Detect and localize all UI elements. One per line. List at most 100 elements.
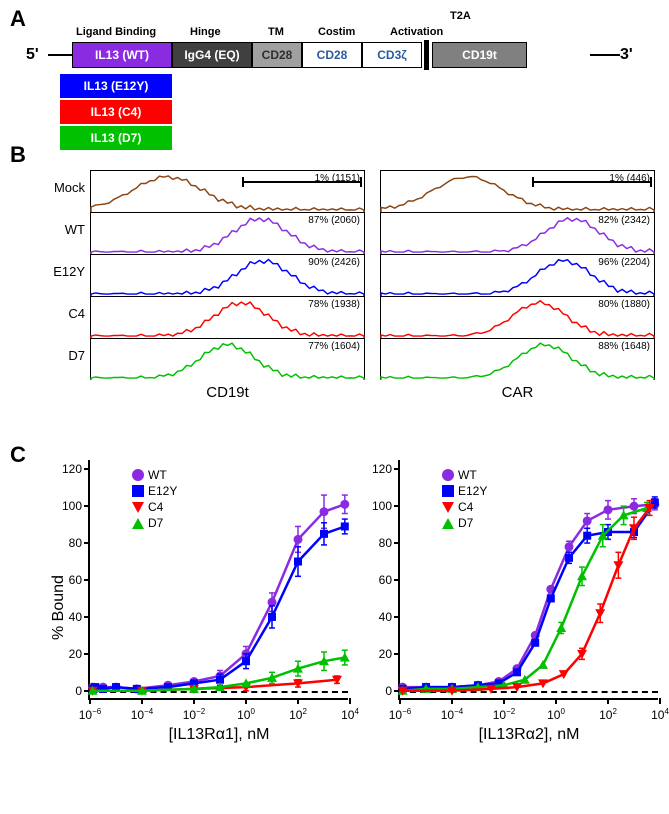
histogram-stat: 1% (1151) [315,173,360,184]
domain-header: Hinge [190,26,221,38]
legend-swatch [442,485,454,497]
panel-c-label: C [10,442,26,468]
x-axis-label: [IL13Rα1], nM [88,726,350,744]
legend-item: C4 [132,500,177,514]
y-tick-label: 40 [368,610,392,624]
construct-box: CD28 [252,42,302,68]
x-tick-label: 10−2 [493,707,515,722]
legend-item: D7 [442,516,487,530]
y-tick-label: 120 [58,462,82,476]
variant-box: IL13 (C4) [60,100,172,124]
panel-a: A Ligand BindingHingeTMCostimActivation … [20,8,660,138]
construct-box: CD19t [432,42,527,68]
histogram-stat: 82% (2342) [598,215,650,226]
y-tick-label: 100 [58,499,82,513]
legend-swatch [132,469,144,481]
histogram-col-title: CAR [380,384,655,401]
t2a-bar [424,40,429,70]
histogram-row: 90% (2426) [90,254,365,296]
legend-label: C4 [458,500,473,514]
legend-swatch [132,518,144,529]
histogram-row: 88% (1648) [380,338,655,380]
histogram-stat: 78% (1938) [308,299,360,310]
histogram-row-label: D7 [35,348,85,363]
histogram-row: 80% (1880) [380,296,655,338]
construct-box: CD3ζ [362,42,422,68]
legend-item: WT [442,468,487,482]
histogram-stat: 87% (2060) [308,215,360,226]
x-tick-label: 104 [341,707,359,722]
connector-right [590,54,620,56]
domain-header: TM [268,26,284,38]
histogram-row-label: Mock [35,180,85,195]
chart-il13ra1: % Bound02040608010012010−610−410−2100102… [60,460,350,760]
panel-c: C % Bound02040608010012010−610−410−21001… [20,450,660,800]
legend-swatch [442,469,454,481]
legend-swatch [132,485,144,497]
histogram-row: 1% (446) [380,170,655,212]
panel-a-label: A [10,6,26,32]
histogram-row: 78% (1938) [90,296,365,338]
x-tick-label: 10−2 [183,707,205,722]
histogram-stat: 90% (2426) [308,257,360,268]
x-tick-label: 10−4 [441,707,463,722]
domain-header: Ligand Binding [76,26,156,38]
legend-item: WT [132,468,177,482]
histogram-col-car: 1% (446) 82% (2342) 96% (2204)80% (1880) 88… [380,170,655,401]
legend-item: E12Y [442,484,487,498]
x-tick-label: 10−6 [79,707,101,722]
legend-item: D7 [132,516,177,530]
histogram-stat: 88% (1648) [598,341,650,352]
y-tick-label: 0 [58,684,82,698]
y-tick-label: 120 [368,462,392,476]
legend-swatch [442,518,454,529]
panel-b: B MockWTE12YC4D7 1% (1151)87% (2060)90% … [20,150,660,430]
x-tick-label: 102 [599,707,617,722]
construct-box: IgG4 (EQ) [172,42,252,68]
plot-area: 02040608010012010−610−410−2100102104WTE1… [398,460,658,700]
histogram-row: 82% (2342) [380,212,655,254]
legend-label: E12Y [458,484,487,498]
histogram-row: 87% (2060) [90,212,365,254]
construct-box: CD28 [302,42,362,68]
legend-label: C4 [148,500,163,514]
x-axis-label: [IL13Rα2], nM [398,726,660,744]
legend-label: D7 [458,516,473,530]
legend: WT E12Y C4 D7 [442,468,487,532]
histogram-row-label: E12Y [35,264,85,279]
x-tick-label: 100 [547,707,565,722]
three-prime: 3' [620,46,633,64]
x-tick-label: 102 [289,707,307,722]
y-tick-label: 0 [368,684,392,698]
legend-label: WT [458,468,477,482]
variant-box: IL13 (D7) [60,126,172,150]
histogram-row: 77% (1604) [90,338,365,380]
plot-area: 02040608010012010−610−410−2100102104WTE1… [88,460,348,700]
five-prime: 5' [26,46,39,64]
legend-label: WT [148,468,167,482]
variant-box: IL13 (E12Y) [60,74,172,98]
histogram-row: 96% (2204) [380,254,655,296]
histogram-stat: 77% (1604) [308,341,360,352]
legend: WT E12Y C4 D7 [132,468,177,532]
construct-box: IL13 (WT) [72,42,172,68]
chart-svg [90,460,350,700]
legend-label: D7 [148,516,163,530]
histogram-stat: 1% (446) [609,173,650,184]
histogram-row: 1% (1151) [90,170,365,212]
x-tick-label: 100 [237,707,255,722]
chart-svg [400,460,660,700]
x-tick-label: 10−4 [131,707,153,722]
histogram-row-label: C4 [35,306,85,321]
t2a-label: T2A [450,10,471,22]
x-tick-label: 10−6 [389,707,411,722]
panel-b-label: B [10,142,26,168]
x-tick-label: 104 [651,707,669,722]
y-tick-label: 80 [58,536,82,550]
y-tick-label: 20 [58,647,82,661]
y-tick-label: 80 [368,536,392,550]
legend-label: E12Y [148,484,177,498]
y-tick-label: 20 [368,647,392,661]
legend-swatch [442,502,454,513]
histogram-col-title: CD19t [90,384,365,401]
